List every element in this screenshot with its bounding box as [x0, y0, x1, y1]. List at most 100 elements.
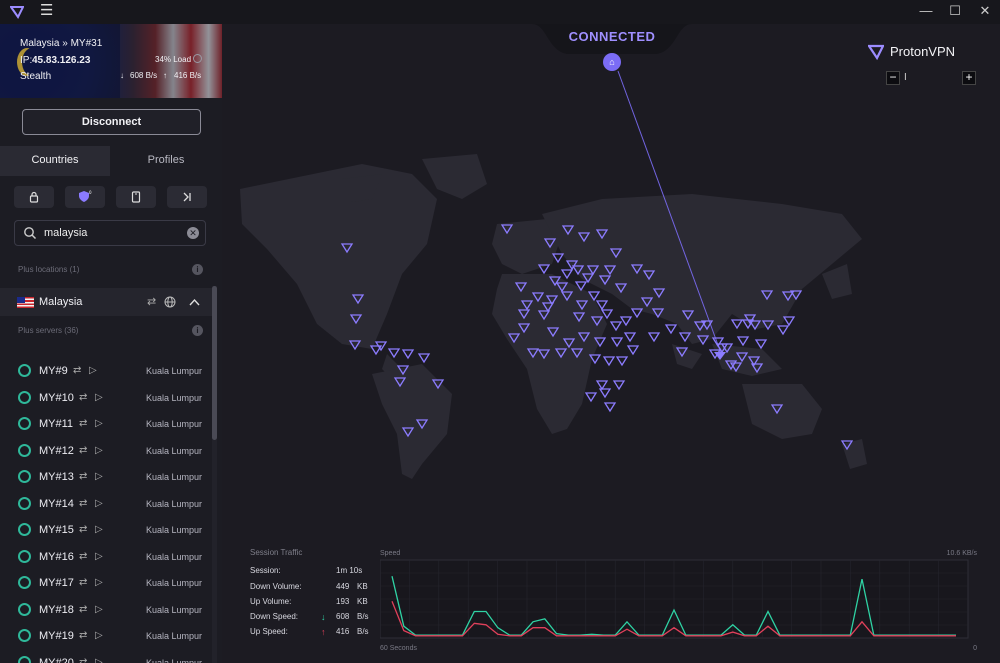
server-marker-icon[interactable]: [387, 348, 401, 359]
scrollbar-track[interactable]: [212, 286, 217, 663]
server-marker-icon[interactable]: [396, 365, 410, 376]
server-marker-icon[interactable]: [554, 348, 568, 359]
server-marker-icon[interactable]: [514, 282, 528, 293]
server-marker-icon[interactable]: [610, 337, 624, 348]
connect-play-icon[interactable]: ▷: [95, 603, 103, 615]
server-marker-icon[interactable]: [561, 225, 575, 236]
clear-search-icon[interactable]: ✕: [187, 227, 199, 239]
server-marker-icon[interactable]: [640, 297, 654, 308]
server-marker-icon[interactable]: [543, 238, 557, 249]
server-marker-icon[interactable]: [546, 327, 560, 338]
hamburger-icon[interactable]: ☰: [40, 2, 54, 19]
server-row[interactable]: MY#20 ⇄ ▷ Kuala Lumpur: [0, 650, 212, 663]
server-marker-icon[interactable]: [715, 343, 729, 354]
server-marker-icon[interactable]: [598, 388, 612, 399]
connect-play-icon[interactable]: ▷: [95, 418, 103, 429]
server-marker-icon[interactable]: [615, 356, 629, 367]
server-marker-icon[interactable]: [586, 265, 600, 276]
close-button[interactable]: ✕: [979, 3, 991, 18]
server-marker-icon[interactable]: [577, 332, 591, 343]
tab-countries[interactable]: Countries: [0, 146, 110, 176]
connect-play-icon[interactable]: ▷: [95, 471, 103, 482]
server-row[interactable]: MY#13 ⇄ ▷ Kuala Lumpur: [0, 464, 212, 490]
server-marker-icon[interactable]: [417, 353, 431, 364]
server-row[interactable]: MY#11 ⇄ ▷ Kuala Lumpur: [0, 411, 212, 437]
zoom-out-button[interactable]: −: [886, 71, 900, 85]
p2p-filter-button[interactable]: [167, 186, 207, 208]
server-marker-icon[interactable]: [571, 265, 585, 276]
connect-play-icon[interactable]: ▷: [95, 630, 103, 641]
server-marker-icon[interactable]: [593, 337, 607, 348]
server-marker-icon[interactable]: [619, 316, 633, 327]
server-marker-icon[interactable]: [602, 356, 616, 367]
server-marker-icon[interactable]: [840, 440, 854, 451]
server-marker-icon[interactable]: [747, 356, 761, 367]
server-row[interactable]: MY#9 ⇄ ▷ Kuala Lumpur: [0, 358, 212, 384]
tab-profiles[interactable]: Profiles: [147, 154, 185, 166]
streaming-filter-button[interactable]: [116, 186, 156, 208]
server-marker-icon[interactable]: [401, 427, 415, 438]
zoom-in-button[interactable]: +: [962, 71, 976, 85]
server-marker-icon[interactable]: [562, 338, 576, 349]
server-marker-icon[interactable]: [581, 273, 595, 284]
server-marker-icon[interactable]: [741, 319, 755, 330]
server-marker-icon[interactable]: [374, 341, 388, 352]
connect-play-icon[interactable]: ▷: [95, 524, 103, 535]
server-marker-icon[interactable]: [415, 419, 429, 430]
server-marker-icon[interactable]: [500, 224, 514, 235]
connect-play-icon[interactable]: ▷: [89, 365, 97, 376]
info-icon[interactable]: i: [192, 325, 203, 336]
server-marker-icon[interactable]: [681, 310, 695, 321]
server-marker-icon[interactable]: [577, 232, 591, 243]
country-row-malaysia[interactable]: Malaysia ⇄: [0, 288, 212, 316]
server-marker-icon[interactable]: [776, 325, 790, 336]
server-row[interactable]: MY#14 ⇄ ▷ Kuala Lumpur: [0, 491, 212, 517]
server-marker-icon[interactable]: [612, 380, 626, 391]
server-marker-icon[interactable]: [626, 345, 640, 356]
server-marker-icon[interactable]: [735, 352, 749, 363]
server-marker-icon[interactable]: [393, 377, 407, 388]
server-marker-icon[interactable]: [781, 291, 795, 302]
server-marker-icon[interactable]: [711, 337, 725, 348]
server-marker-icon[interactable]: [537, 264, 551, 275]
server-marker-icon[interactable]: [603, 265, 617, 276]
server-marker-icon[interactable]: [598, 275, 612, 286]
server-marker-icon[interactable]: [664, 324, 678, 335]
server-marker-icon[interactable]: [603, 402, 617, 413]
server-marker-icon[interactable]: [651, 308, 665, 319]
connect-play-icon[interactable]: ▷: [95, 444, 103, 456]
server-marker-icon[interactable]: [770, 404, 784, 415]
chevron-up-icon[interactable]: [189, 298, 200, 306]
world-map[interactable]: [222, 24, 1000, 663]
server-marker-icon[interactable]: [551, 253, 565, 264]
minimize-button[interactable]: —: [919, 3, 933, 18]
server-marker-icon[interactable]: [526, 348, 540, 359]
server-row[interactable]: MY#17 ⇄ ▷ Kuala Lumpur: [0, 570, 212, 596]
server-marker-icon[interactable]: [782, 316, 796, 327]
server-marker-icon[interactable]: [754, 339, 768, 350]
connect-play-icon[interactable]: ▷: [95, 550, 103, 562]
server-marker-icon[interactable]: [369, 345, 383, 356]
server-marker-icon[interactable]: [431, 379, 445, 390]
server-marker-icon[interactable]: [724, 360, 738, 371]
server-marker-icon[interactable]: [760, 290, 774, 301]
server-marker-icon[interactable]: [587, 291, 601, 302]
search-input[interactable]: malaysia ✕: [14, 220, 206, 246]
maximize-button[interactable]: ☐: [949, 3, 961, 18]
server-marker-icon[interactable]: [750, 363, 764, 374]
server-marker-icon[interactable]: [730, 319, 744, 330]
server-marker-icon[interactable]: [614, 283, 628, 294]
server-marker-icon[interactable]: [537, 349, 551, 360]
connect-play-icon[interactable]: ▷: [95, 497, 103, 509]
server-marker-icon[interactable]: [590, 316, 604, 327]
home-location-icon[interactable]: ⌂: [603, 53, 621, 71]
connect-play-icon[interactable]: ▷: [95, 656, 103, 663]
server-marker-icon[interactable]: [595, 380, 609, 391]
server-marker-icon[interactable]: [349, 314, 363, 325]
server-marker-icon[interactable]: [340, 243, 354, 254]
server-marker-icon[interactable]: [609, 248, 623, 259]
connected-server-marker-icon[interactable]: [714, 352, 726, 360]
secure-core-filter-button[interactable]: [14, 186, 54, 208]
connect-play-icon[interactable]: ▷: [95, 577, 103, 588]
scrollbar-thumb[interactable]: [212, 286, 217, 440]
